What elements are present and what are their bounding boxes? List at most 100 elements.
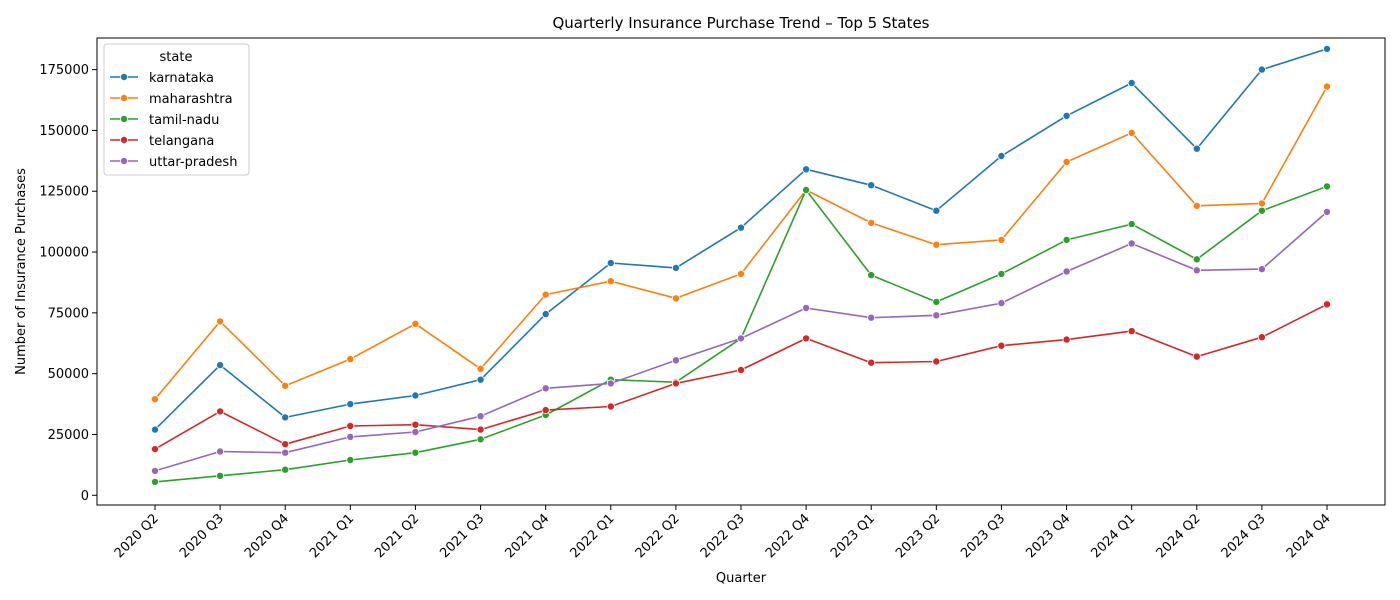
series-maharashtra xyxy=(150,82,1332,404)
data-point xyxy=(411,427,420,436)
x-tick-label: 2020 Q2 xyxy=(112,511,162,561)
data-point xyxy=(802,185,811,194)
data-point xyxy=(606,258,615,267)
data-point xyxy=(867,181,876,190)
legend-item-tamil-nadu: tamil-nadu xyxy=(110,113,219,128)
legend-label: karnataka xyxy=(149,71,214,86)
x-tick-label: 2023 Q1 xyxy=(828,511,878,561)
legend-title: state xyxy=(160,50,193,65)
data-point xyxy=(216,447,225,456)
data-point xyxy=(867,218,876,227)
y-tick-label: 75000 xyxy=(48,306,89,321)
y-tick-label: 150000 xyxy=(39,124,89,139)
x-tick-label: 2023 Q3 xyxy=(958,511,1008,561)
data-point xyxy=(216,407,225,416)
x-tick-label: 2020 Q4 xyxy=(242,511,292,561)
data-point xyxy=(671,356,680,365)
data-point xyxy=(867,313,876,322)
data-point xyxy=(867,358,876,367)
data-point xyxy=(216,361,225,370)
data-point xyxy=(932,311,941,320)
data-point xyxy=(1192,255,1201,264)
data-point xyxy=(932,357,941,366)
data-point xyxy=(1323,207,1332,216)
y-tick-label: 50000 xyxy=(48,367,89,382)
data-point xyxy=(541,384,550,393)
data-point xyxy=(1257,199,1266,208)
data-point xyxy=(346,455,355,464)
series-telangana xyxy=(150,300,1332,454)
series-layer xyxy=(150,44,1332,486)
data-point xyxy=(1127,79,1136,88)
data-point xyxy=(1127,220,1136,229)
data-point xyxy=(346,432,355,441)
data-point xyxy=(541,406,550,415)
data-point xyxy=(150,466,159,475)
data-point xyxy=(997,235,1006,244)
data-point xyxy=(1127,128,1136,137)
legend-label: uttar-pradesh xyxy=(149,155,237,170)
data-point xyxy=(1257,206,1266,215)
data-point xyxy=(476,412,485,421)
data-point xyxy=(411,448,420,457)
data-point xyxy=(1257,65,1266,74)
data-point xyxy=(281,381,290,390)
data-point xyxy=(150,477,159,486)
y-tick-label: 0 xyxy=(81,489,89,504)
data-point xyxy=(1323,182,1332,191)
series-uttar-pradesh xyxy=(150,207,1332,475)
data-point xyxy=(1192,352,1201,361)
data-point xyxy=(281,448,290,457)
data-point xyxy=(150,425,159,434)
data-point xyxy=(1323,44,1332,53)
data-point xyxy=(802,334,811,343)
legend-label: maharashtra xyxy=(149,92,233,107)
x-tick-label: 2022 Q3 xyxy=(698,511,748,561)
y-tick-label: 175000 xyxy=(39,63,89,78)
data-point xyxy=(1127,327,1136,336)
series-line xyxy=(154,86,1328,400)
chart-title: Quarterly Insurance Purchase Trend – Top… xyxy=(552,14,929,32)
data-point xyxy=(606,379,615,388)
data-point xyxy=(346,355,355,364)
data-point xyxy=(1062,157,1071,166)
x-tick-label: 2024 Q1 xyxy=(1088,511,1138,561)
legend: state karnataka maharashtra tamil-nadu tela… xyxy=(103,43,250,176)
legend-box xyxy=(103,43,250,176)
legend-marker xyxy=(120,94,129,103)
data-point xyxy=(541,310,550,319)
x-tick-label: 2022 Q1 xyxy=(568,511,618,561)
data-point xyxy=(346,400,355,409)
x-tick-label: 2024 Q4 xyxy=(1284,511,1334,561)
data-point xyxy=(1062,335,1071,344)
x-tick-label: 2020 Q3 xyxy=(177,511,227,561)
data-point xyxy=(802,303,811,312)
data-point xyxy=(932,240,941,249)
data-point xyxy=(346,421,355,430)
y-axis: 0 25000 50000 75000 100000 125000 150000 175000 xyxy=(39,63,97,504)
data-point xyxy=(476,375,485,384)
data-point xyxy=(997,341,1006,350)
x-tick-label: 2024 Q2 xyxy=(1154,511,1204,561)
legend-item-karnataka: karnataka xyxy=(110,71,214,86)
y-tick-label: 25000 xyxy=(48,428,89,443)
series-line xyxy=(154,303,1328,450)
data-point xyxy=(606,402,615,411)
x-tick-label: 2021 Q2 xyxy=(372,511,422,561)
data-point xyxy=(411,391,420,400)
x-axis-label: Quarter xyxy=(716,571,767,586)
data-point xyxy=(476,435,485,444)
legend-label: tamil-nadu xyxy=(149,113,219,128)
data-point xyxy=(1062,267,1071,276)
legend-item-telangana: telangana xyxy=(110,134,214,149)
data-point xyxy=(216,471,225,480)
data-point xyxy=(541,290,550,299)
data-point xyxy=(150,445,159,454)
x-tick-label: 2021 Q1 xyxy=(307,511,357,561)
data-point xyxy=(1192,266,1201,275)
x-tick-label: 2024 Q3 xyxy=(1219,511,1269,561)
data-point xyxy=(411,319,420,328)
data-point xyxy=(476,425,485,434)
data-point xyxy=(867,271,876,280)
